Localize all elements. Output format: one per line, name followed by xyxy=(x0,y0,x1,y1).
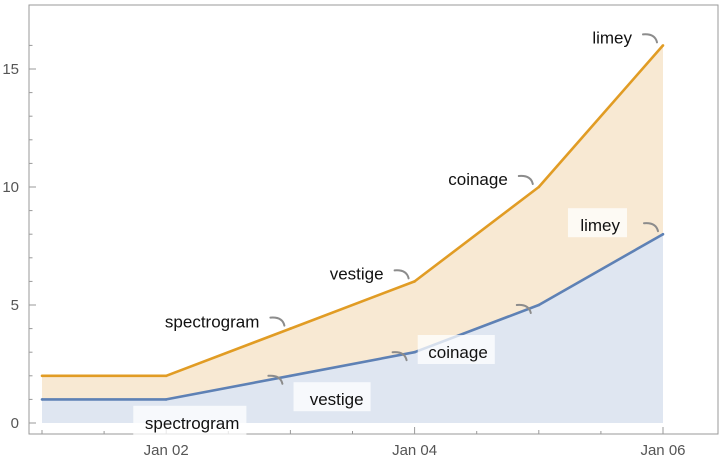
callout-label: spectrogram xyxy=(165,313,259,332)
callout-box xyxy=(293,382,371,412)
callout-label: vestige xyxy=(330,264,384,283)
data-point xyxy=(40,398,44,401)
callout-leader xyxy=(642,33,658,44)
x-tick-label: Jan 02 xyxy=(144,442,189,459)
x-tick-label: Jan 06 xyxy=(640,442,685,459)
callout-box xyxy=(417,335,495,364)
callout-leader xyxy=(393,269,410,280)
data-point xyxy=(661,232,665,236)
callout-label: limey xyxy=(580,216,620,235)
callout-leader xyxy=(391,351,408,362)
callout-leader xyxy=(267,374,284,385)
callout-leader xyxy=(517,174,534,185)
area-fills xyxy=(42,45,663,423)
callout: vestige xyxy=(330,264,410,283)
axes: 0 5 10 15 Jan 02 Jan 04 Jan 06 xyxy=(2,44,686,459)
data-point xyxy=(537,185,541,189)
callout: limey xyxy=(567,208,659,238)
callout-label: coinage xyxy=(448,170,508,189)
callout-label: vestige xyxy=(310,390,364,409)
data-point xyxy=(289,327,292,330)
callout-leader xyxy=(515,303,532,314)
callout: spectrogram xyxy=(165,313,286,332)
callouts: spectrogram vestige coinage limey spectrogra… xyxy=(133,28,659,435)
area-fill-1 xyxy=(42,234,663,423)
plot-frame xyxy=(28,4,719,435)
callout: vestige xyxy=(293,351,408,412)
callout-label: coinage xyxy=(428,343,488,362)
y-tick-label: 0 xyxy=(11,415,19,432)
y-tick-label: 10 xyxy=(2,179,19,196)
data-point xyxy=(289,374,292,378)
x-tick-label: Jan 04 xyxy=(392,442,437,459)
data-point xyxy=(413,350,416,354)
y-tick-label: 5 xyxy=(11,297,19,314)
data-point xyxy=(164,398,168,401)
callout-leader xyxy=(269,316,286,327)
series-lines xyxy=(40,44,665,401)
series-line-1 xyxy=(42,233,664,401)
callout-label: limey xyxy=(592,28,632,47)
data-point xyxy=(40,374,44,378)
callout: spectrogram xyxy=(133,374,284,435)
y-tick-label: 15 xyxy=(2,61,19,78)
callout-box xyxy=(133,405,247,435)
callout: coinage xyxy=(448,170,534,189)
callout-leader xyxy=(643,222,659,233)
data-point xyxy=(661,44,665,47)
data-point xyxy=(413,280,416,283)
callout-label: spectrogram xyxy=(145,414,239,433)
data-point xyxy=(537,303,541,307)
callout-box xyxy=(567,208,627,238)
series-line-2 xyxy=(42,44,664,378)
callout: limey xyxy=(592,28,658,47)
data-point xyxy=(164,374,168,378)
area-fill-2 xyxy=(42,45,663,400)
callout: coinage xyxy=(417,303,532,364)
